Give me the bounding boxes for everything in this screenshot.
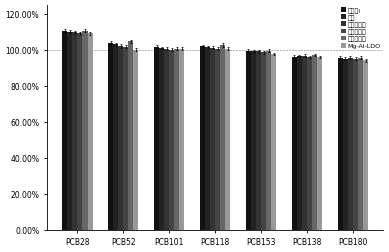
Bar (307, 58, 312, 230)
Bar (82, 32, 88, 230)
Bar (363, 61, 368, 230)
Bar (154, 48, 159, 230)
Bar (88, 34, 93, 230)
Bar (225, 49, 230, 230)
Bar (215, 49, 220, 230)
Bar (251, 52, 256, 230)
Bar (266, 51, 271, 230)
Bar (128, 42, 133, 230)
Bar (72, 33, 77, 230)
Bar (118, 47, 123, 230)
Bar (205, 48, 210, 230)
Bar (343, 59, 348, 230)
Bar (246, 51, 251, 230)
Bar (77, 34, 82, 230)
Bar (297, 57, 302, 230)
Bar (312, 56, 317, 230)
Bar (317, 58, 322, 230)
Bar (353, 59, 358, 230)
Bar (358, 58, 363, 230)
Bar (62, 32, 67, 230)
Bar (174, 49, 179, 230)
Bar (67, 33, 72, 230)
Bar (113, 45, 118, 230)
Bar (348, 58, 353, 230)
Bar (133, 50, 138, 230)
Bar (108, 44, 113, 230)
Bar (271, 55, 276, 230)
Bar (292, 58, 297, 230)
Legend: 超声波I, 超声, 中性氧化铝, 碱性氧化铝, 酸性氧化铝, Mg-Al-LDO: 超声波I, 超声, 中性氧化铝, 碱性氧化铝, 酸性氧化铝, Mg-Al-LDO (340, 7, 382, 50)
Bar (302, 57, 307, 230)
Bar (256, 52, 261, 230)
Bar (261, 53, 266, 230)
Bar (164, 49, 169, 230)
Bar (123, 48, 128, 230)
Bar (200, 47, 205, 230)
Bar (179, 49, 184, 230)
Bar (169, 50, 174, 230)
Bar (210, 49, 215, 230)
Bar (159, 49, 164, 230)
Bar (220, 46, 225, 230)
Bar (338, 58, 343, 230)
